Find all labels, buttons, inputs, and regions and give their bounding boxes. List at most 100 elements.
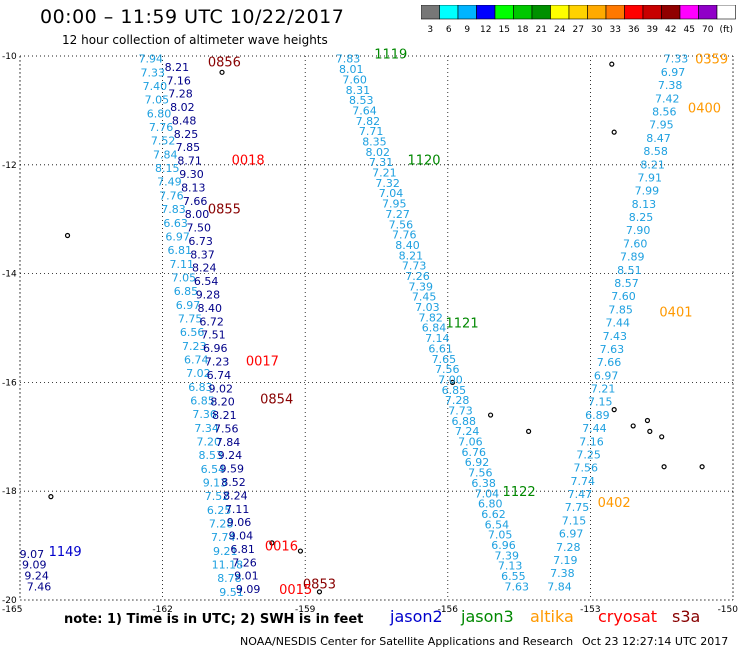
- swh-value: 6.25: [207, 504, 232, 517]
- swh-value: 7.65: [432, 353, 457, 366]
- swh-value: 8.20: [210, 396, 235, 409]
- swh-value: 6.54: [485, 518, 510, 531]
- swh-value: 9.28: [196, 289, 221, 302]
- swh-value: 6.54: [194, 275, 219, 288]
- pass-time-label: 1122: [503, 485, 536, 500]
- legend-cryosat: cryosat: [598, 607, 658, 626]
- colorbar-swatch: [716, 5, 736, 20]
- swh-value: 8.13: [632, 198, 657, 211]
- longitude-tick-label: -150: [718, 605, 739, 615]
- colorbar-label: 15: [499, 25, 510, 35]
- colorbar-label: 21: [536, 25, 547, 35]
- swh-value: 7.23: [182, 340, 207, 353]
- swh-value: 6.97: [594, 369, 619, 382]
- swh-value: 7.95: [382, 198, 407, 211]
- swh-value: 6.63: [163, 217, 188, 230]
- swh-value: 8.56: [652, 105, 677, 118]
- island-outlines: [48, 61, 705, 595]
- swh-value: 6.80: [147, 107, 172, 120]
- swh-value: 7.60: [623, 237, 648, 250]
- swh-value: 7.05: [172, 271, 197, 284]
- pass-time-label: 0402: [598, 496, 631, 511]
- swh-value: 8.21: [640, 158, 665, 171]
- swh-value: 8.31: [346, 84, 371, 97]
- island-outline: [611, 407, 617, 413]
- swh-value: 7.85: [608, 303, 633, 316]
- legend-note: note: 1) Time is in UTC; 2) SWH is in fe…: [64, 612, 364, 627]
- swh-value: 8.24: [223, 489, 248, 502]
- pass-time-label: 0015: [279, 583, 312, 598]
- island-outline: [487, 412, 494, 418]
- swh-value: 6.97: [176, 299, 201, 312]
- swh-value: 8.01: [339, 63, 364, 76]
- swh-value: 7.44: [605, 317, 630, 330]
- swh-value: 6.74: [184, 353, 209, 366]
- swh-value: 7.43: [603, 330, 628, 343]
- swh-value: 7.60: [342, 73, 367, 86]
- longitude-tick-label: -156: [438, 605, 459, 615]
- swh-value: 6.97: [559, 528, 584, 541]
- swh-value: 6.76: [461, 446, 486, 459]
- swh-value: 6.54: [201, 463, 226, 476]
- pass-time-label: 0400: [688, 102, 721, 117]
- colorbar-label: 70: [702, 25, 714, 35]
- pass-time-label: 1121: [446, 317, 479, 332]
- swh-value: 8.13: [181, 181, 206, 194]
- swh-value: 6.85: [190, 394, 215, 407]
- colorbar-label: 27: [573, 25, 584, 35]
- swh-value: 8.02: [366, 146, 391, 159]
- map-frame: [19, 55, 734, 601]
- island-outline: [316, 589, 323, 595]
- swh-value: 9.09: [22, 559, 47, 572]
- swh-value: 7.28: [445, 394, 470, 407]
- island-outline: [644, 417, 651, 424]
- island-outline: [647, 428, 653, 434]
- track-cryosat: 8.217.167.288.028.488.257.858.719.308.13…: [165, 61, 313, 598]
- swh-value: 6.96: [491, 539, 516, 552]
- swh-value: 8.21: [212, 409, 237, 422]
- swh-value: 6.97: [165, 230, 190, 243]
- swh-value: 7.27: [385, 208, 410, 221]
- footer-credit: NOAA/NESDIS Center for Satellite Applica…: [240, 635, 574, 648]
- swh-value: 6.55: [501, 570, 526, 583]
- swh-value: 8.52: [221, 476, 246, 489]
- colorbar-label: 24: [554, 25, 566, 35]
- swh-value: 7.04: [379, 187, 404, 200]
- swh-value: 7.24: [455, 425, 480, 438]
- colorbar-label: 12: [480, 25, 491, 35]
- swh-value: 7.32: [375, 177, 400, 190]
- swh-value: 7.91: [638, 171, 663, 184]
- island-outline: [609, 61, 615, 67]
- swh-value: 6.74: [207, 369, 232, 382]
- pass-time-label: 0018: [232, 153, 265, 168]
- map-title: 00:00 – 11:59 UTC 10/22/2017: [40, 6, 345, 28]
- swh-value: 9.59: [219, 463, 244, 476]
- swh-value: 7.21: [372, 167, 397, 180]
- pass-time-label: 1120: [407, 153, 440, 168]
- track-jason3: 7.838.017.608.318.537.647.827.718.358.02…: [336, 47, 536, 593]
- longitude-tick-label: -162: [152, 605, 172, 615]
- map-subtitle: 12 hour collection of altimeter wave hei…: [62, 33, 328, 47]
- swh-value: 7.63: [504, 580, 529, 593]
- swh-value: 7.44: [582, 422, 607, 435]
- swh-value: 8.15: [155, 162, 180, 175]
- legend-jason3: jason3: [461, 607, 514, 626]
- swh-value: 7.15: [562, 514, 587, 527]
- swh-value: 7.84: [216, 436, 241, 449]
- legend-s3a: s3a: [672, 607, 701, 626]
- swh-value: 6.97: [661, 66, 686, 79]
- swh-value: 9.09: [236, 583, 261, 596]
- swh-value: 7.84: [547, 580, 572, 593]
- swh-value: 7.73: [402, 260, 427, 273]
- swh-value: 9.24: [24, 570, 49, 583]
- swh-value: 7.63: [600, 343, 625, 356]
- track-altika: 7.336.977.387.428.567.958.478.588.217.91…: [547, 53, 728, 594]
- colorbar-label: 45: [684, 25, 695, 35]
- island-outline: [449, 379, 456, 385]
- swh-value: 6.38: [471, 477, 496, 490]
- track-s3a: 7.947.337.407.056.807.767.527.848.157.49…: [138, 53, 336, 599]
- swh-value: 8.02: [170, 101, 195, 114]
- swh-value: 7.16: [166, 74, 191, 87]
- latitude-tick-label: -16: [2, 378, 17, 388]
